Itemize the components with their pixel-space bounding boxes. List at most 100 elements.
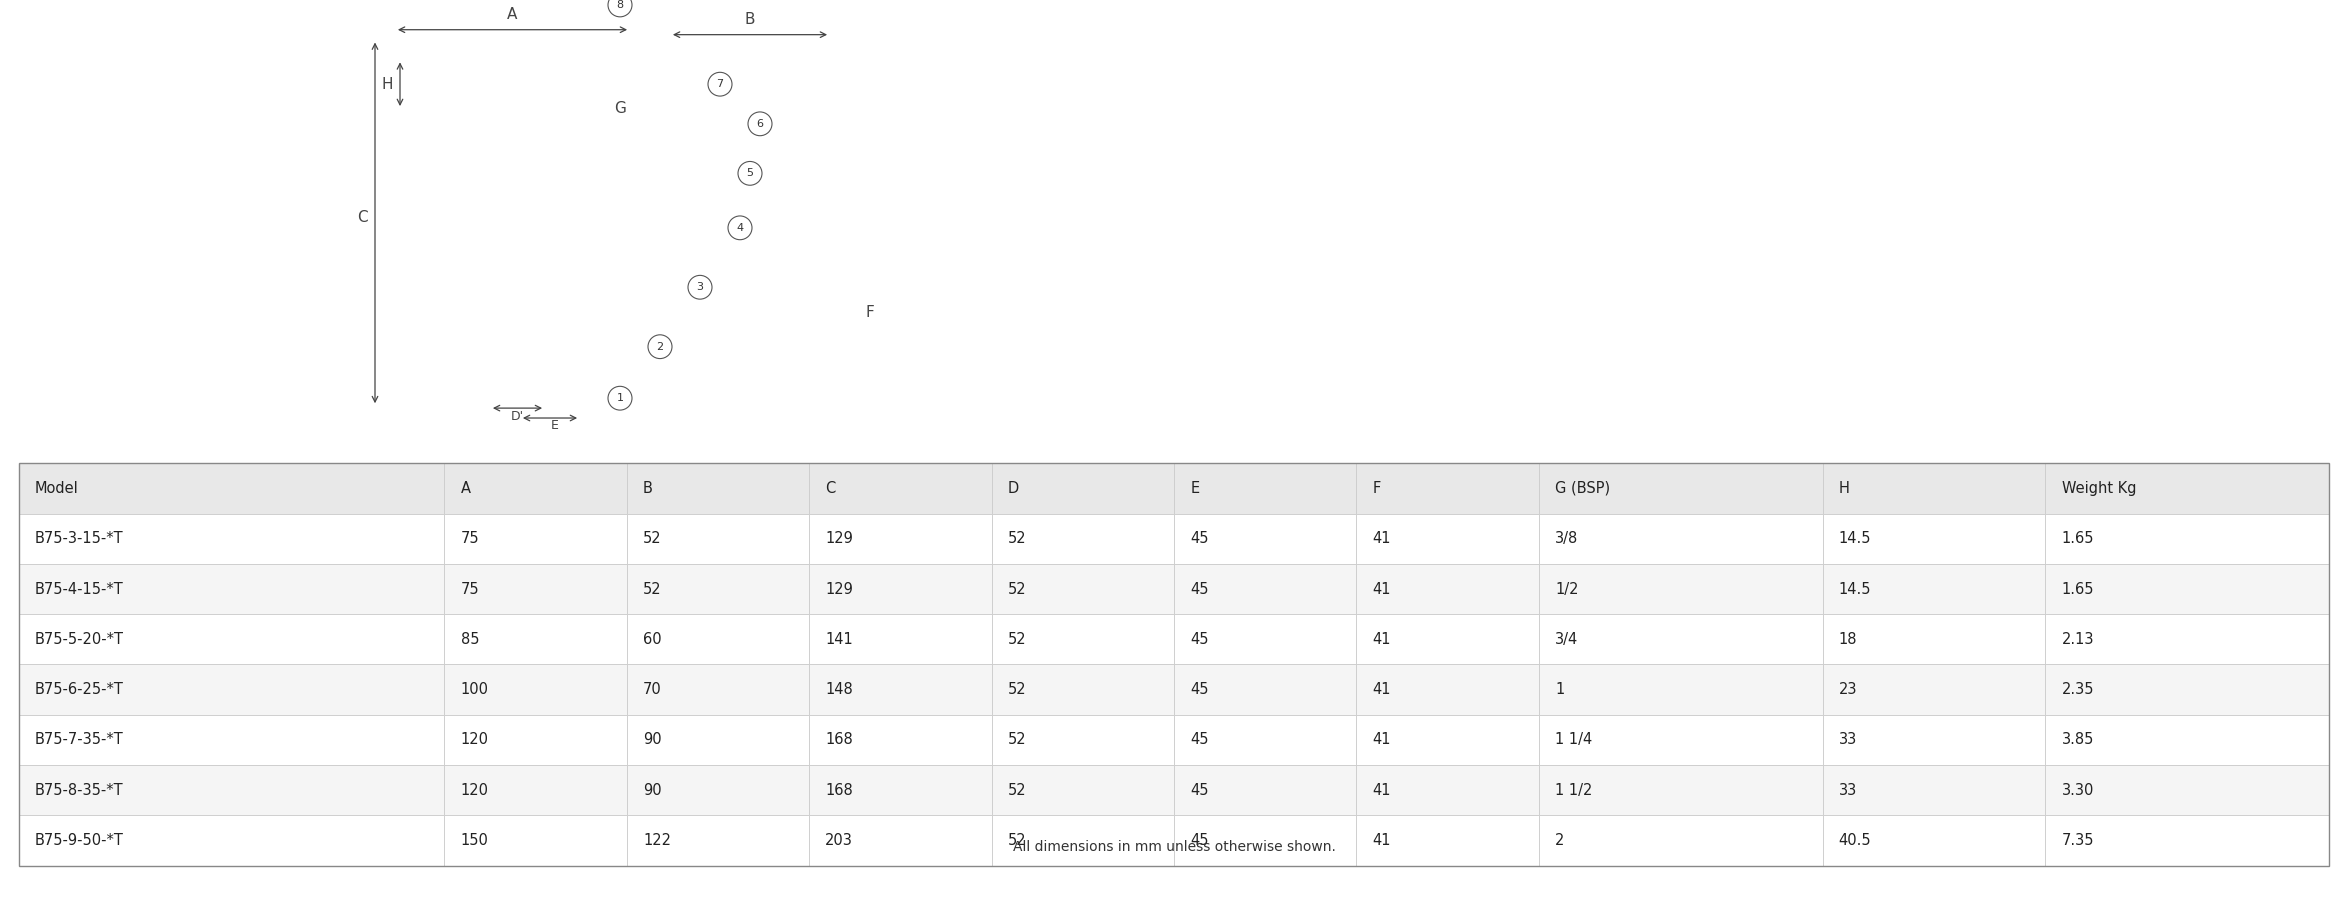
Text: 70: 70 [643, 682, 662, 697]
Text: 75: 75 [460, 531, 479, 546]
Bar [810, 815, 991, 866]
Bar [1357, 615, 1538, 664]
Bar [444, 664, 627, 714]
Bar [991, 714, 1174, 765]
Text: 45: 45 [1190, 833, 1209, 848]
Text: 41: 41 [1374, 833, 1390, 848]
Text: F: F [1374, 481, 1381, 496]
Bar [991, 664, 1174, 714]
Text: 52: 52 [1007, 733, 1026, 747]
Bar [1174, 615, 1357, 664]
Bar [810, 564, 991, 615]
Bar [2045, 463, 2329, 514]
Text: C: C [826, 481, 836, 496]
Text: 1 1/2: 1 1/2 [1554, 782, 1592, 798]
Text: 2.35: 2.35 [2062, 682, 2094, 697]
Bar [1822, 463, 2045, 514]
Circle shape [728, 216, 751, 240]
Text: E: E [552, 420, 559, 432]
Text: 52: 52 [643, 582, 662, 596]
Circle shape [737, 161, 763, 185]
Text: 129: 129 [826, 582, 852, 596]
Text: 120: 120 [460, 733, 488, 747]
Text: A: A [507, 7, 517, 22]
Bar [1822, 714, 2045, 765]
Text: G (BSP): G (BSP) [1554, 481, 1611, 496]
Text: 52: 52 [1007, 632, 1026, 647]
Bar [1538, 714, 1822, 765]
Bar [1174, 765, 1357, 815]
Bar [1174, 714, 1357, 765]
Text: 52: 52 [1007, 582, 1026, 596]
Text: 2.13: 2.13 [2062, 632, 2094, 647]
Text: 85: 85 [460, 632, 479, 647]
Text: 14.5: 14.5 [1838, 582, 1871, 596]
Bar [810, 463, 991, 514]
Text: 75: 75 [460, 582, 479, 596]
Bar [19, 815, 444, 866]
Bar [1174, 815, 1357, 866]
Text: 52: 52 [1007, 782, 1026, 798]
Bar [1538, 664, 1822, 714]
Text: B75-6-25-*T: B75-6-25-*T [35, 682, 124, 697]
Text: 33: 33 [1838, 782, 1857, 798]
Text: G: G [615, 102, 627, 116]
Text: 141: 141 [826, 632, 852, 647]
Text: 40.5: 40.5 [1838, 833, 1871, 848]
Bar [627, 815, 810, 866]
Text: 5: 5 [747, 169, 754, 179]
Bar [810, 765, 991, 815]
Text: 45: 45 [1190, 682, 1209, 697]
Text: B75-3-15-*T: B75-3-15-*T [35, 531, 124, 546]
Bar [19, 765, 444, 815]
Bar [444, 765, 627, 815]
Bar [991, 514, 1174, 564]
Text: 1.65: 1.65 [2062, 582, 2094, 596]
Bar [991, 765, 1174, 815]
Bar [1822, 765, 2045, 815]
Text: 90: 90 [643, 782, 662, 798]
Text: 1: 1 [618, 393, 625, 403]
Text: 60: 60 [643, 632, 662, 647]
Bar [1357, 564, 1538, 615]
Bar [627, 765, 810, 815]
Bar [19, 463, 444, 514]
Bar [1538, 463, 1822, 514]
Text: 3/8: 3/8 [1554, 531, 1578, 546]
Text: 41: 41 [1374, 682, 1390, 697]
Text: 3: 3 [697, 282, 704, 292]
Bar [1357, 514, 1538, 564]
Text: 45: 45 [1190, 582, 1209, 596]
Bar [1822, 615, 2045, 664]
Text: 148: 148 [826, 682, 852, 697]
Text: 203: 203 [826, 833, 852, 848]
Text: 45: 45 [1190, 632, 1209, 647]
Text: 1 1/4: 1 1/4 [1554, 733, 1592, 747]
Circle shape [648, 335, 672, 358]
Bar [1538, 765, 1822, 815]
Bar [2045, 664, 2329, 714]
Text: 100: 100 [460, 682, 488, 697]
Circle shape [749, 112, 772, 136]
Text: B75-5-20-*T: B75-5-20-*T [35, 632, 124, 647]
Text: 90: 90 [643, 733, 662, 747]
Text: 2: 2 [1554, 833, 1564, 848]
Bar [19, 615, 444, 664]
Bar [2045, 815, 2329, 866]
Text: 150: 150 [460, 833, 488, 848]
Bar [1357, 664, 1538, 714]
Bar [444, 714, 627, 765]
Text: D: D [1007, 481, 1019, 496]
Text: 45: 45 [1190, 531, 1209, 546]
Bar [810, 664, 991, 714]
Text: F: F [866, 304, 873, 320]
Text: 52: 52 [643, 531, 662, 546]
Bar [627, 564, 810, 615]
Bar [1822, 514, 2045, 564]
Bar [627, 514, 810, 564]
Bar [1357, 815, 1538, 866]
Text: 168: 168 [826, 733, 852, 747]
Text: 1.65: 1.65 [2062, 531, 2094, 546]
Bar [1357, 765, 1538, 815]
Bar [444, 514, 627, 564]
